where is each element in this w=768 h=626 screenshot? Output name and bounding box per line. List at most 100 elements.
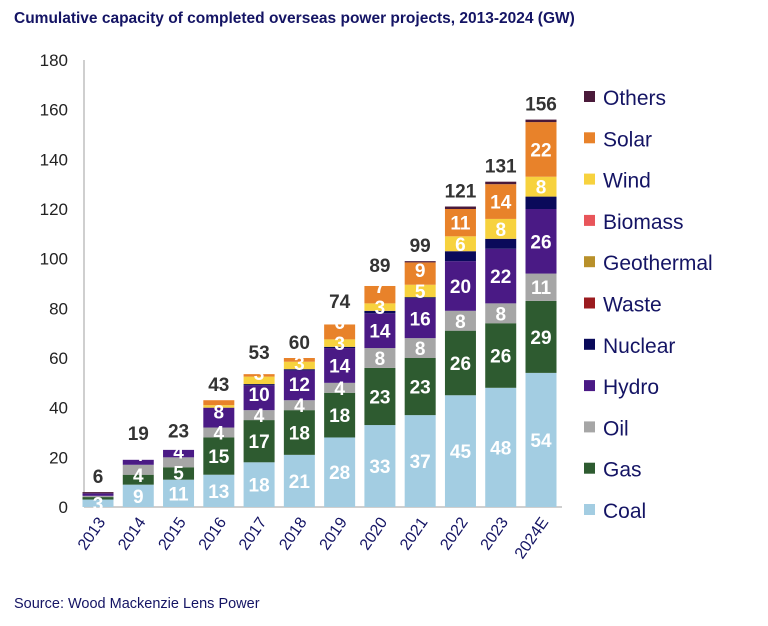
data-label: 22 xyxy=(490,267,511,288)
bar-segment-coal xyxy=(122,484,154,507)
bar-segment-solar xyxy=(485,184,517,219)
total-label: 99 xyxy=(410,236,431,257)
data-label: 8 xyxy=(415,339,426,360)
data-label: 10 xyxy=(249,385,270,406)
data-label: 37 xyxy=(410,452,431,473)
bar-segment-oil xyxy=(404,338,436,358)
data-label: 8 xyxy=(536,178,547,199)
bar-segment-nuclear xyxy=(243,384,275,386)
bar-segment-nuclear xyxy=(324,346,356,349)
bar-segment-hydro xyxy=(444,261,476,311)
data-label: 4 xyxy=(334,379,345,400)
bar-segment-oil xyxy=(203,427,235,438)
legend-swatch-oil xyxy=(584,421,595,433)
bar-segment-hydro xyxy=(203,407,235,428)
bar-segment-solar xyxy=(203,400,235,406)
x-tick-label: 2021 xyxy=(397,514,431,553)
total-label: 89 xyxy=(369,256,390,277)
total-label: 131 xyxy=(485,157,517,178)
total-label: 6 xyxy=(93,467,104,488)
bar-segment-gas xyxy=(485,323,517,388)
data-label: 8 xyxy=(214,403,225,424)
bar-segment-others xyxy=(525,119,557,123)
bar-segment-wind xyxy=(444,236,476,252)
bar-segment-hydro xyxy=(122,459,154,465)
data-label: 29 xyxy=(530,328,551,349)
data-label: 11 xyxy=(531,278,552,299)
bar-segment-wind xyxy=(404,284,436,298)
data-label: 26 xyxy=(530,232,551,253)
data-label: 4 xyxy=(214,424,225,445)
data-label: 8 xyxy=(455,312,466,333)
bar-segment-solar xyxy=(283,358,315,362)
total-label: 53 xyxy=(249,343,270,364)
data-label: 12 xyxy=(289,375,310,396)
bar-segment-nuclear xyxy=(444,251,476,262)
bar-segment-gas xyxy=(203,437,235,475)
bar-segment-hydro xyxy=(243,385,275,411)
data-label: 13 xyxy=(208,482,229,503)
bar-segment-gas xyxy=(82,497,114,500)
legend-swatch-others xyxy=(584,91,595,102)
data-label: 16 xyxy=(410,309,431,330)
data-label: 23 xyxy=(410,378,431,399)
bar-segment-oil xyxy=(485,303,517,324)
bar-segment-solar xyxy=(243,374,275,377)
x-tick-label: 2017 xyxy=(236,514,270,553)
data-label: 7 xyxy=(375,277,386,298)
bar-segment-coal xyxy=(404,415,436,507)
legend-label-solar: Solar xyxy=(603,128,652,151)
data-label: 21 xyxy=(289,472,311,493)
y-tick-label: 0 xyxy=(59,498,68,517)
y-tick-label: 40 xyxy=(49,399,68,418)
data-label: 4 xyxy=(294,396,305,417)
data-label: 18 xyxy=(329,406,350,427)
bar-segment-coal xyxy=(525,372,557,507)
data-label: 8 xyxy=(375,349,386,370)
bar-segment-others xyxy=(404,261,436,263)
bar-segment-solar xyxy=(364,285,396,304)
x-tick-label: 2022 xyxy=(437,514,471,553)
total-label: 156 xyxy=(525,95,557,116)
bar-segment-coal xyxy=(444,395,476,507)
bar-segment-oil xyxy=(243,410,275,421)
x-tick-label: 2019 xyxy=(317,514,351,553)
bar-segment-gas xyxy=(324,392,356,438)
legend-label-wind: Wind xyxy=(603,170,651,193)
bar-segment-hydro xyxy=(525,209,557,274)
y-tick-label: 120 xyxy=(40,200,68,219)
data-label: 20 xyxy=(450,277,471,298)
bar-segment-gas xyxy=(404,358,436,416)
bar-segment-solar xyxy=(525,122,557,177)
bar-segment-hydro xyxy=(163,449,195,458)
bar-segment-gas xyxy=(163,467,195,480)
legend-label-nuclear: Nuclear xyxy=(603,335,675,358)
bar-segment-coal xyxy=(203,474,235,507)
x-tick-label: 2020 xyxy=(357,514,391,553)
bar-segment-wind xyxy=(485,218,517,239)
legend-label-gas: Gas xyxy=(603,459,642,482)
bar-segment-coal xyxy=(243,462,275,507)
bar-segment-wind xyxy=(525,176,557,197)
bar-segment-gas xyxy=(243,420,275,463)
y-tick-label: 100 xyxy=(40,250,68,269)
data-label: 11 xyxy=(450,214,471,235)
data-label: 14 xyxy=(329,356,351,377)
legend-swatch-biomass xyxy=(584,214,595,226)
bar-segment-wind xyxy=(203,405,235,408)
legend-swatch-hydro xyxy=(584,380,595,392)
y-tick-label: 160 xyxy=(40,101,68,120)
bar-segment-gas xyxy=(525,300,557,373)
bar-segment-hydro xyxy=(404,298,436,339)
bar-segment-nuclear xyxy=(404,297,436,299)
bar-segment-solar xyxy=(444,209,476,237)
bar-segment-solar xyxy=(324,324,356,340)
source-note: Source: Wood Mackenzie Lens Power xyxy=(14,596,260,612)
bar-segment-oil xyxy=(82,495,114,498)
bar-segment-oil xyxy=(364,348,396,368)
data-label: 14 xyxy=(490,193,512,214)
legend-label-waste: Waste xyxy=(603,294,662,317)
y-tick-label: 60 xyxy=(49,349,68,368)
total-label: 23 xyxy=(168,421,189,442)
